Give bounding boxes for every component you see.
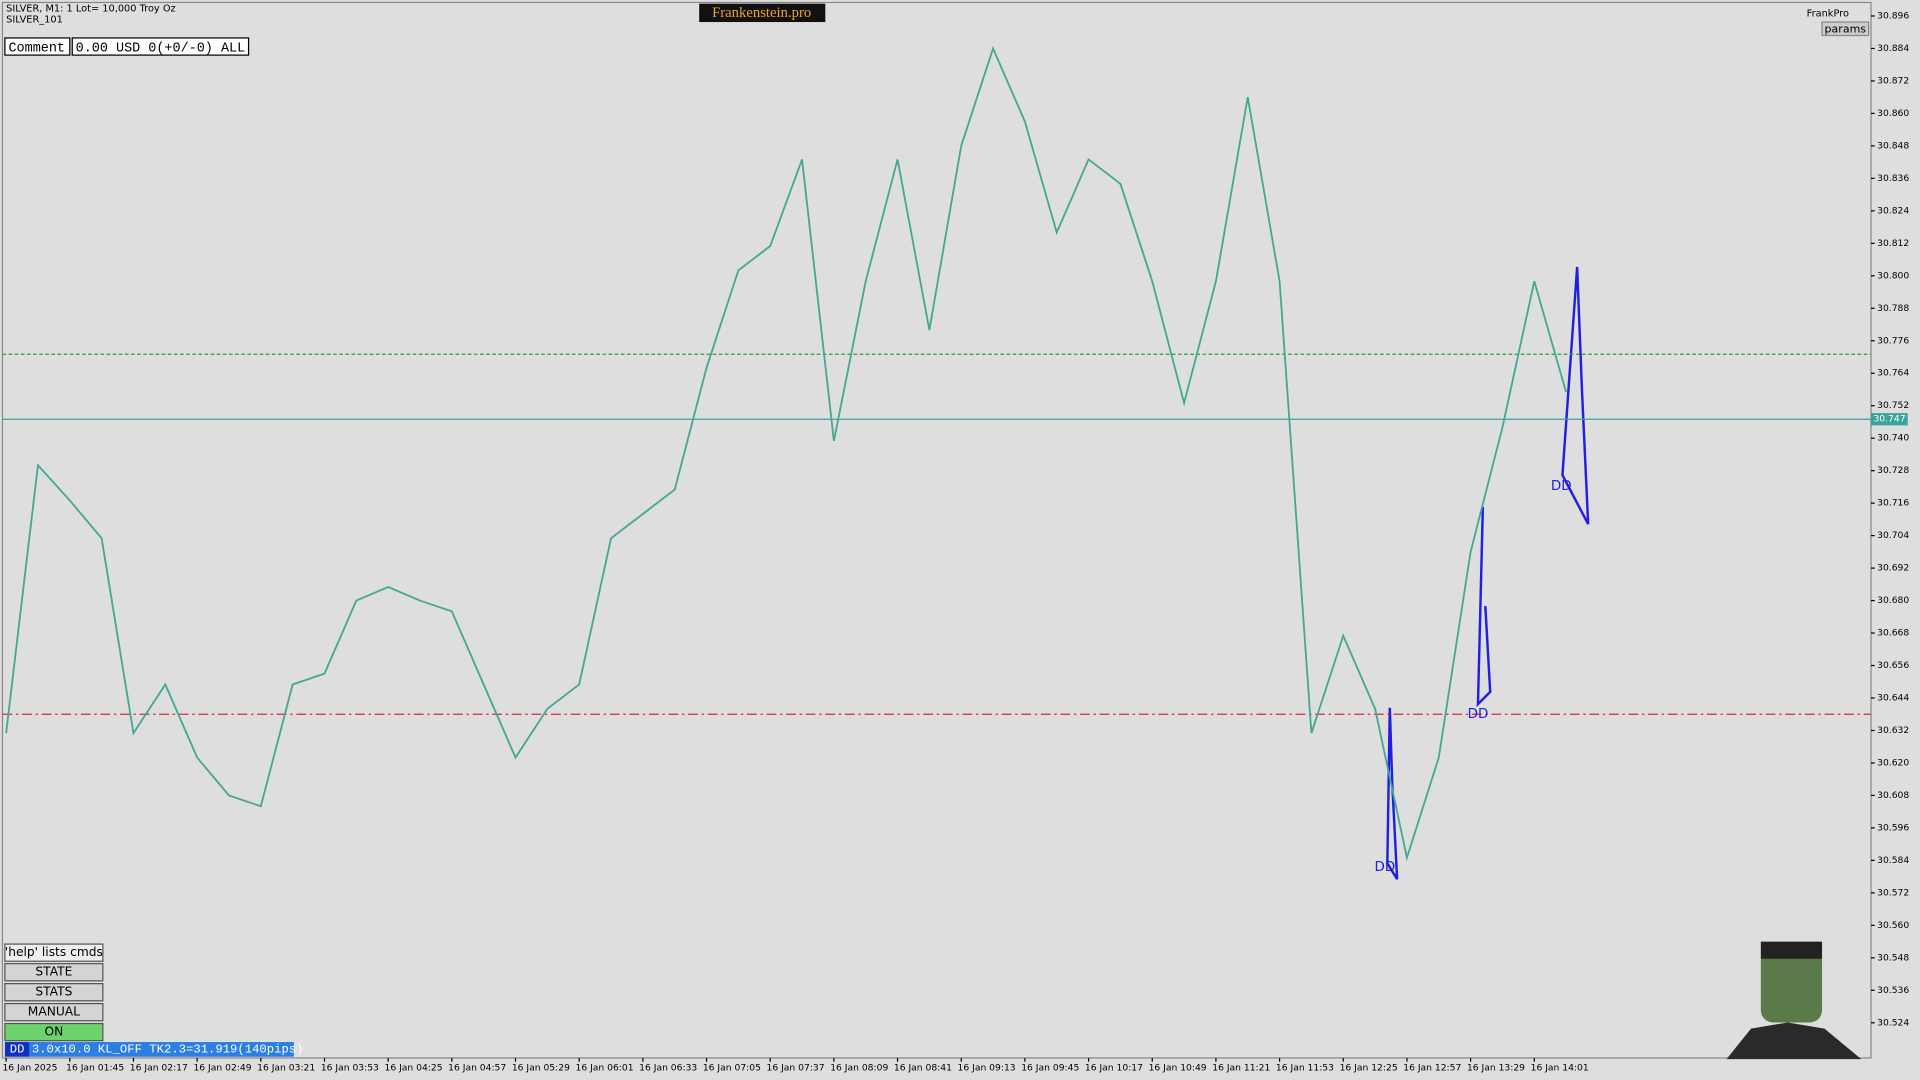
comment-label-box — [4, 37, 71, 56]
y-tick-label: 30.884 — [1877, 43, 1909, 54]
y-tick-label: 30.800 — [1877, 270, 1909, 281]
y-tick-label: 30.764 — [1877, 368, 1909, 379]
y-tick-label: 30.536 — [1877, 985, 1909, 996]
params-button[interactable]: params — [1825, 22, 1867, 35]
x-tick-label: 16 Jan 04:25 — [384, 1062, 442, 1073]
brand: Frankenstein.pro — [712, 5, 811, 21]
user-name: FrankPro — [1807, 8, 1849, 19]
price-tag-label: 30.747 — [1873, 414, 1905, 425]
button-box[interactable] — [4, 1022, 104, 1042]
y-tick-label: 30.836 — [1877, 173, 1909, 184]
x-tick-label: 16 Jan 14:01 — [1531, 1062, 1589, 1073]
button-box[interactable] — [4, 1002, 104, 1022]
params-box[interactable] — [1821, 21, 1870, 37]
x-tick-label: 16 Jan 10:17 — [1085, 1062, 1143, 1073]
status-tag: DD — [10, 1043, 25, 1057]
x-tick-label: 16 Jan 2025 — [2, 1062, 57, 1073]
x-tick-label: 16 Jan 09:13 — [958, 1062, 1016, 1073]
y-tick-label: 30.860 — [1877, 108, 1909, 119]
dd-annotation: DD — [1468, 707, 1489, 722]
y-tick-label: 30.560 — [1877, 920, 1909, 931]
dd-shape — [1561, 266, 1590, 525]
x-tick-label: 16 Jan 01:45 — [66, 1062, 124, 1073]
x-tick-label: 16 Jan 07:05 — [703, 1062, 761, 1073]
button-box[interactable] — [4, 983, 104, 1002]
y-tick-label: 30.644 — [1877, 693, 1909, 704]
price-tag — [1871, 413, 1908, 426]
status-tag-box — [4, 1042, 30, 1057]
y-tick-label: 30.656 — [1877, 660, 1909, 671]
y-tick-label: 30.680 — [1877, 595, 1909, 606]
help-box — [4, 943, 104, 962]
x-tick-label: 16 Jan 02:49 — [193, 1062, 251, 1073]
comment-label: Comment — [8, 41, 65, 56]
y-tick-label: 30.596 — [1877, 822, 1909, 833]
x-tick-label: 16 Jan 07:37 — [767, 1062, 825, 1073]
panel-button[interactable]: ON — [44, 1025, 63, 1039]
x-tick-label: 16 Jan 06:01 — [576, 1062, 634, 1073]
panel-button[interactable]: MANUAL — [28, 1005, 80, 1019]
y-tick-label: 30.692 — [1877, 563, 1909, 574]
y-tick-label: 30.668 — [1877, 628, 1909, 639]
x-tick-label: 16 Jan 08:09 — [830, 1062, 888, 1073]
y-tick-label: 30.572 — [1877, 887, 1909, 898]
y-tick-label: 30.776 — [1877, 335, 1909, 346]
x-tick-label: 16 Jan 06:33 — [639, 1062, 697, 1073]
x-tick-label: 16 Jan 09:45 — [1021, 1062, 1079, 1073]
x-tick-label: 16 Jan 11:21 — [1212, 1062, 1270, 1073]
y-tick-label: 30.752 — [1877, 400, 1909, 411]
plot-frame — [1, 1, 1872, 1059]
button-box[interactable] — [4, 963, 104, 982]
mascot — [1726, 941, 1862, 1060]
y-tick-label: 30.632 — [1877, 725, 1909, 736]
dd-shape — [1386, 707, 1399, 880]
brand-box — [699, 3, 826, 23]
x-tick-label: 16 Jan 08:41 — [894, 1062, 952, 1073]
y-tick-label: 30.608 — [1877, 790, 1909, 801]
y-tick-label: 30.812 — [1877, 238, 1909, 249]
dd-shape — [1476, 506, 1492, 708]
symbol-info: SILVER, M1: 1 Lot= 10,000 Troy Oz — [6, 4, 176, 15]
y-tick-label: 30.848 — [1877, 140, 1909, 151]
y-tick-label: 30.584 — [1877, 855, 1909, 866]
y-tick-label: 30.872 — [1877, 75, 1909, 86]
y-tick-label: 30.728 — [1877, 465, 1909, 476]
comment-value: 0.00 USD 0(+0/-0) ALL — [76, 41, 246, 56]
y-tick-label: 30.896 — [1877, 10, 1909, 21]
status-box — [29, 1042, 294, 1057]
panel-button[interactable]: STATS — [35, 985, 72, 999]
account-name: SILVER_101 — [6, 15, 63, 26]
y-tick-label: 30.548 — [1877, 952, 1909, 963]
y-tick-label: 30.824 — [1877, 205, 1909, 216]
dd-annotation: DD — [1551, 479, 1572, 494]
x-tick-label: 16 Jan 12:25 — [1340, 1062, 1398, 1073]
panel-button[interactable]: STATE — [35, 965, 72, 979]
y-tick-label: 30.524 — [1877, 1017, 1909, 1028]
status-text: 3.0x10.0 KL_OFF TK2.3=31.919(140pips) — [32, 1043, 304, 1057]
x-tick-label: 16 Jan 13:29 — [1467, 1062, 1525, 1073]
x-tick-label: 16 Jan 03:21 — [257, 1062, 315, 1073]
x-tick-label: 16 Jan 05:29 — [512, 1062, 570, 1073]
comment-value-box — [71, 37, 250, 56]
x-tick-label: 16 Jan 12:57 — [1403, 1062, 1461, 1073]
y-tick-label: 30.716 — [1877, 498, 1909, 509]
x-tick-label: 16 Jan 10:49 — [1149, 1062, 1207, 1073]
y-tick-label: 30.704 — [1877, 530, 1909, 541]
x-tick-label: 16 Jan 03:53 — [321, 1062, 379, 1073]
price-line — [5, 45, 1568, 862]
y-tick-label: 30.788 — [1877, 303, 1909, 314]
x-tick-label: 16 Jan 04:57 — [448, 1062, 506, 1073]
y-tick-label: 30.740 — [1877, 433, 1909, 444]
y-tick-label: 30.620 — [1877, 757, 1909, 768]
dd-annotation: DD — [1375, 860, 1396, 875]
x-tick-label: 16 Jan 02:17 — [130, 1062, 188, 1073]
x-tick-label: 16 Jan 11:53 — [1276, 1062, 1334, 1073]
help-text: 'help' lists cmds — [5, 945, 103, 959]
